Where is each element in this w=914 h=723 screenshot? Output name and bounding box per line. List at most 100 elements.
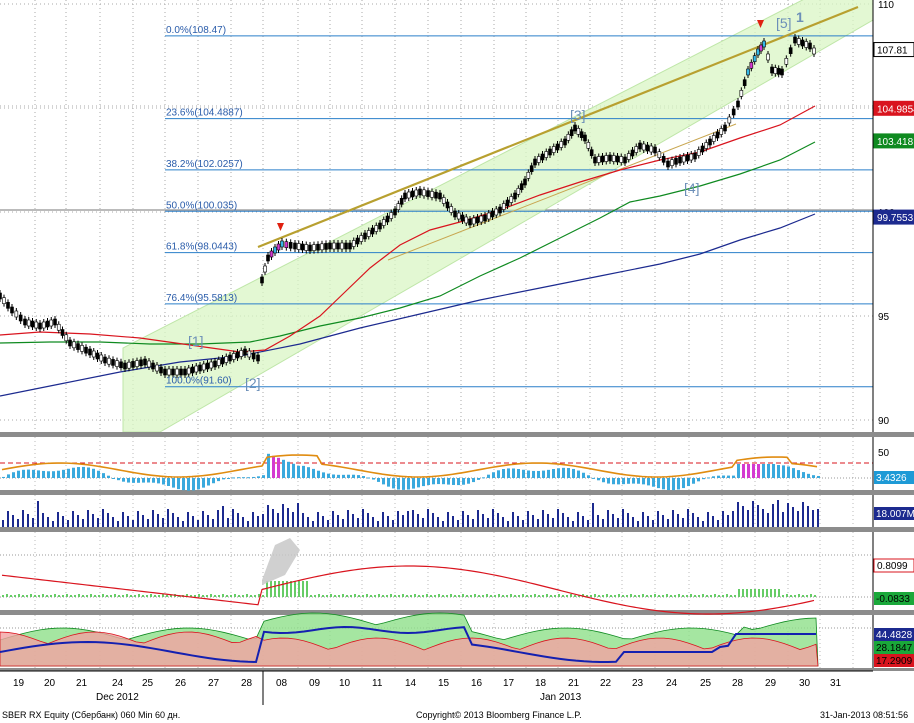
macd-hist-bar xyxy=(18,594,20,597)
rsi-hist-bar xyxy=(102,473,105,478)
rsi-hist-bar xyxy=(292,463,295,478)
candle-body xyxy=(638,142,642,150)
rsi-hist-bar xyxy=(542,470,545,478)
main-price-panel: [1] [2] [3] [4] [5] 1 0.0%(108.47) 23.6%(104.4… xyxy=(0,0,873,668)
volume-bar xyxy=(662,515,664,527)
macd-hist-bar xyxy=(726,594,728,597)
macd-hist-bar xyxy=(798,594,800,597)
candle-body xyxy=(84,346,88,354)
candle-body xyxy=(696,149,701,156)
candle-body xyxy=(209,361,214,369)
rsi-hist-bar xyxy=(482,477,485,479)
candle-body xyxy=(626,153,631,160)
rsi-hist-bar xyxy=(182,478,185,491)
rsi-hist-bar xyxy=(367,477,370,479)
rsi-hist-bar xyxy=(272,455,275,478)
rsi-hist-bar xyxy=(397,478,400,490)
dmi-plus-value: 28.1847 xyxy=(876,643,913,654)
rsi-hist-bar xyxy=(72,467,75,478)
macd-hist-bar xyxy=(730,595,732,597)
macd-hist-bar xyxy=(802,595,804,597)
volume-bar xyxy=(782,512,784,527)
volume-bar xyxy=(522,520,524,527)
macd-hist-bar xyxy=(638,595,640,597)
rsi-hist-bar xyxy=(632,478,635,484)
x-day-label: 31 xyxy=(830,678,842,689)
candle-body xyxy=(328,242,332,250)
volume-bar xyxy=(302,513,304,527)
rsi-hist-bar xyxy=(387,478,390,487)
rsi-hist-bar xyxy=(82,466,85,478)
volume-bar xyxy=(547,514,549,527)
y-tick-label: 90 xyxy=(878,416,890,427)
volume-bar xyxy=(22,510,24,527)
volume-bar xyxy=(77,515,79,527)
volume-bar xyxy=(692,513,694,527)
x-day-label: 28 xyxy=(241,678,253,689)
fib-label: 38.2%(102.0257) xyxy=(166,159,243,170)
rsi-hist-bar xyxy=(27,469,30,478)
candle-body xyxy=(80,345,84,352)
macd-hist-bar xyxy=(766,589,768,597)
x-day-label: 21 xyxy=(568,678,580,689)
rsi-hist-bar xyxy=(322,472,325,478)
candle-body xyxy=(243,348,247,356)
macd-hist-bar xyxy=(94,595,96,597)
candle-body xyxy=(793,36,797,44)
candle-body xyxy=(736,100,740,108)
candle-body xyxy=(800,39,805,47)
rsi-hist-bar xyxy=(447,478,450,485)
rsi-hist-bar xyxy=(712,476,715,478)
macd-hist-bar xyxy=(434,595,436,597)
candle-body xyxy=(378,222,382,230)
macd-hist-bar xyxy=(238,595,240,597)
candle-body xyxy=(509,196,514,203)
volume-bar xyxy=(347,510,349,527)
candle-body xyxy=(370,227,375,235)
candle-body xyxy=(363,232,367,240)
macd-hist-bar xyxy=(578,595,580,597)
rsi-hist-bar xyxy=(747,464,750,478)
rsi-hist-bar xyxy=(627,478,630,484)
macd-hist-bar xyxy=(154,595,156,597)
candle-body xyxy=(494,208,499,216)
macd-hist-bar xyxy=(390,594,392,597)
candle-body xyxy=(501,203,506,210)
volume-bar xyxy=(567,517,569,527)
candle-body xyxy=(284,241,289,248)
trend-channel-band xyxy=(122,0,873,432)
macd-hist-bar xyxy=(426,594,428,597)
rsi-hist-bar xyxy=(227,478,230,479)
rsi-hist-bar xyxy=(652,478,655,487)
rsi-hist-bar xyxy=(657,478,660,489)
rsi-hist-bar xyxy=(137,478,140,483)
candle-body xyxy=(304,244,309,251)
volume-bar xyxy=(392,520,394,527)
macd-hist-bar xyxy=(546,594,548,597)
candle-body xyxy=(641,143,646,151)
rsi-hist-bar xyxy=(152,478,155,483)
volume-bar xyxy=(137,511,139,527)
macd-hist-bar xyxy=(370,595,372,597)
volume-bar xyxy=(227,518,229,527)
macd-hist-bar xyxy=(586,595,588,597)
candle-body xyxy=(263,265,267,273)
macd-hist-bar xyxy=(130,595,132,597)
volume-bar xyxy=(57,512,59,527)
rsi-hist-bar xyxy=(237,477,240,479)
rsi-hist-bar xyxy=(62,469,65,478)
x-day-label: 08 xyxy=(276,678,288,689)
volume-bar xyxy=(307,517,309,527)
rsi-hist-bar xyxy=(552,468,555,478)
volume-bar xyxy=(442,521,444,527)
macd-hist-bar xyxy=(146,595,148,597)
rsi-hist-bar xyxy=(252,476,255,478)
volume-bar xyxy=(162,518,164,527)
candle-body xyxy=(441,197,446,204)
candle-body xyxy=(127,361,131,369)
candle-body xyxy=(784,58,789,65)
volume-bar xyxy=(742,506,744,527)
candle-body xyxy=(135,360,139,367)
volume-bar xyxy=(332,511,334,527)
volume-panel xyxy=(2,495,874,527)
